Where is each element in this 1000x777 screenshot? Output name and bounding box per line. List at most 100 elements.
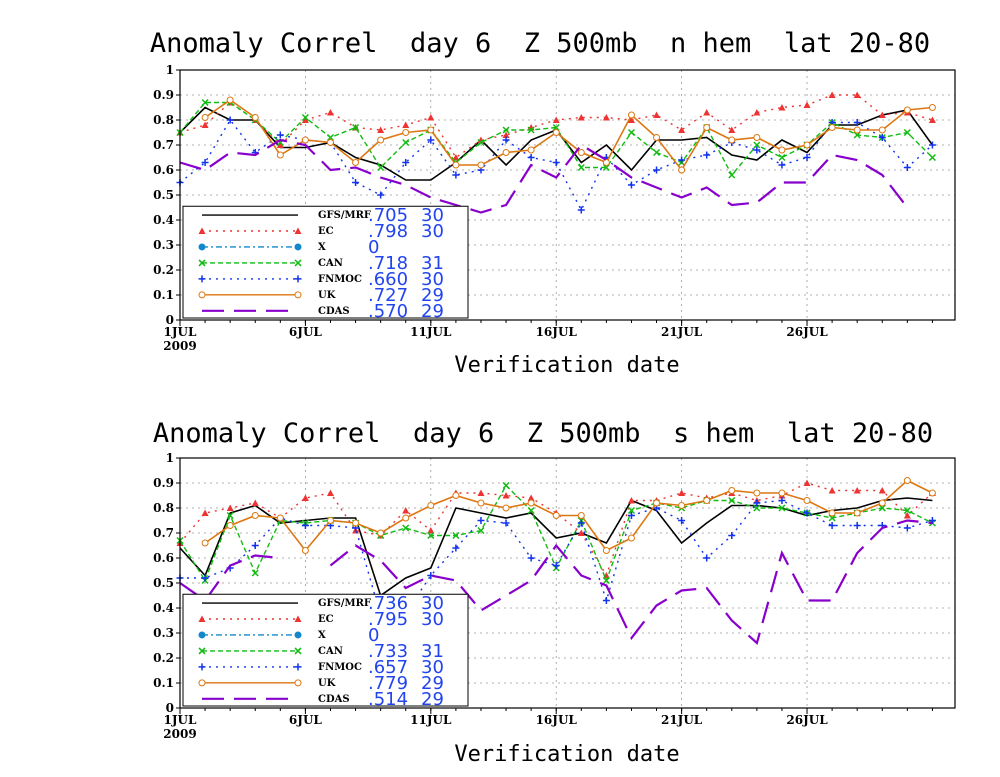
data-point <box>226 504 234 511</box>
data-point <box>853 131 861 139</box>
data-point <box>627 534 635 542</box>
data-point <box>853 509 861 517</box>
y-tick-label: 0.9 <box>153 476 174 490</box>
data-point <box>653 134 661 141</box>
y-tick-label: 0.4 <box>153 213 174 227</box>
data-point <box>903 128 911 137</box>
data-point <box>402 524 410 532</box>
data-point <box>728 171 736 179</box>
series-line <box>329 519 933 646</box>
data-point <box>502 149 510 156</box>
data-point <box>201 98 209 107</box>
legend-stat-count: 30 <box>421 657 444 678</box>
data-point <box>753 499 761 507</box>
data-point <box>198 647 206 655</box>
legend-stat-mean: .657 <box>368 657 408 678</box>
data-point <box>502 126 510 134</box>
data-point <box>878 487 886 494</box>
series-uk <box>201 477 936 554</box>
data-point <box>427 114 435 121</box>
legend-stat-count: 30 <box>421 221 444 242</box>
legend-stat-count: 30 <box>421 609 444 630</box>
legend-box <box>182 205 469 319</box>
data-point <box>294 663 302 671</box>
legend-label: GFS/MRF <box>318 598 371 609</box>
data-point <box>251 114 259 121</box>
data-point <box>402 507 410 514</box>
data-point <box>477 526 485 535</box>
legend-stat-count: 29 <box>421 673 444 694</box>
data-point <box>377 136 385 144</box>
data-point <box>198 615 206 622</box>
data-point <box>198 679 206 687</box>
legend-stat-mean: 0 <box>368 237 379 258</box>
data-point <box>198 291 206 299</box>
data-point <box>502 131 510 138</box>
data-point <box>251 512 259 519</box>
data-point <box>728 496 736 505</box>
y-tick-label: 0.8 <box>153 113 174 127</box>
y-tick-label: 1 <box>166 451 174 465</box>
data-point <box>903 164 911 171</box>
data-point <box>703 554 711 562</box>
data-point <box>477 517 485 524</box>
data-point <box>527 154 535 161</box>
data-point <box>276 141 284 148</box>
series-uk <box>201 96 936 174</box>
data-point <box>778 497 786 504</box>
data-point <box>853 522 861 529</box>
data-point <box>352 159 360 166</box>
data-point <box>427 126 435 134</box>
data-point <box>577 519 585 527</box>
data-point <box>427 136 435 144</box>
data-point <box>878 499 886 507</box>
data-point <box>602 163 610 172</box>
legend-stat-mean: .727 <box>368 285 408 306</box>
data-point <box>678 166 686 174</box>
data-point <box>452 171 460 179</box>
data-point <box>728 136 736 144</box>
data-point <box>753 109 761 116</box>
data-point <box>678 126 686 133</box>
series-cdas <box>179 138 909 214</box>
y-tick-label: 0.6 <box>153 163 174 177</box>
data-point <box>853 119 861 126</box>
series-fnmoc <box>176 116 936 214</box>
data-point <box>928 141 936 149</box>
data-point <box>198 663 206 671</box>
data-point <box>301 113 309 122</box>
legend-stat-mean: .514 <box>368 689 408 710</box>
data-point <box>627 181 635 189</box>
data-point <box>778 489 786 497</box>
y-tick-label: 0 <box>166 701 174 715</box>
data-point <box>294 275 302 283</box>
data-point <box>352 519 360 527</box>
data-point <box>377 126 385 133</box>
data-point <box>728 532 736 539</box>
data-point <box>502 481 510 490</box>
x-tick-label: 6JUL <box>289 325 322 339</box>
data-point <box>627 111 635 119</box>
data-point <box>198 243 206 251</box>
data-point <box>452 492 460 499</box>
x-tick-label: 21JUL <box>661 713 703 727</box>
data-point <box>502 519 510 527</box>
data-point <box>753 134 761 141</box>
legend-label: UK <box>318 678 336 689</box>
data-point <box>653 166 661 174</box>
data-point <box>678 489 686 496</box>
data-point <box>552 159 560 166</box>
legend-label: FNMOC <box>318 274 362 285</box>
data-point <box>828 509 836 517</box>
data-point <box>201 539 209 547</box>
legend-stat-mean: 0 <box>368 625 379 646</box>
data-point <box>703 109 711 116</box>
y-tick-label: 0.4 <box>153 601 174 615</box>
data-point <box>703 151 711 159</box>
data-point <box>903 512 911 519</box>
data-point <box>552 512 560 519</box>
data-point <box>452 161 460 169</box>
data-point <box>427 502 435 509</box>
data-point <box>928 489 936 497</box>
